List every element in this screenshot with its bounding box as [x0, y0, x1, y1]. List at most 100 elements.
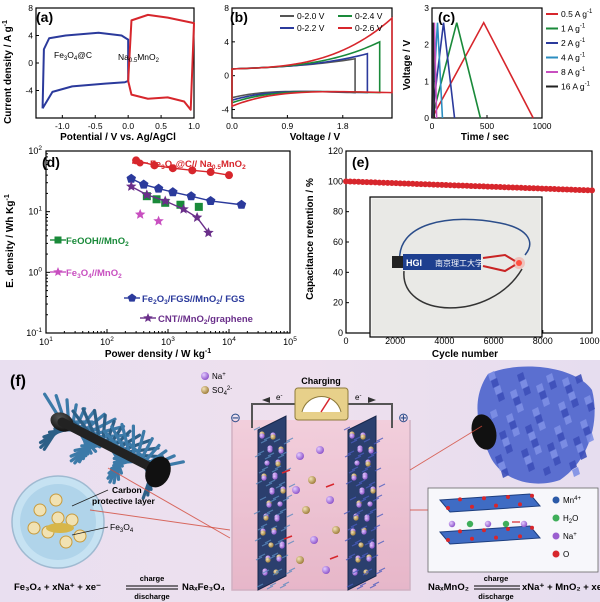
x-tick-label: 0 — [430, 121, 435, 131]
fe3o4-particle — [27, 521, 41, 535]
cv-curve — [41, 31, 130, 109]
fe3o4-particle — [51, 511, 65, 525]
ion-legend-so4: SO42- — [212, 386, 232, 397]
crystal-legend-label: Na+ — [563, 532, 577, 541]
data-point-star — [203, 227, 214, 238]
y-tick-label: 100 — [28, 266, 42, 277]
crystal-legend-label: O — [563, 550, 569, 559]
device-board — [403, 254, 481, 270]
y-tick-label: 2 — [424, 40, 429, 50]
gcd-curve — [431, 20, 534, 119]
panel-b-legend: 0-2.0 V 0-2.2 V 0-2.4 V 0-2.6 V — [280, 11, 383, 33]
fe3o4-particle — [73, 529, 87, 543]
cv-curve — [231, 16, 393, 108]
eq-left-bottom: discharge — [134, 592, 169, 601]
data-point-pentagon — [236, 199, 247, 209]
data-point-star — [153, 215, 164, 226]
schematic-panel-f: (f) Carbon protective layer Fe3O4 Chargin… — [0, 360, 600, 602]
y-tick-label: 8 — [28, 3, 33, 13]
electrode-plate — [347, 415, 377, 591]
retention-point — [589, 187, 595, 194]
fe3o4-particle — [49, 493, 63, 507]
crystal-legend-dot — [552, 550, 560, 558]
x-tick-label: 0 — [343, 336, 348, 346]
crystal-legend-label: H2O — [563, 514, 578, 525]
y-tick-label: 101 — [28, 206, 42, 217]
x-tick-label: 2000 — [385, 336, 405, 346]
nanorod — [84, 417, 117, 436]
mno2-nanosheets — [477, 366, 595, 484]
data-point-star — [126, 181, 137, 191]
data-point-pentagon — [153, 183, 164, 193]
panel-e-ylabel: Capacitance retention / % — [305, 178, 316, 300]
panel-d-plot: 101 102 103 104 105 10-1 100 101 102 — [26, 145, 297, 347]
device-label: HGI — [406, 258, 422, 268]
panel-c-label: (c) — [438, 9, 455, 25]
so4-ion — [296, 556, 304, 564]
data-point-circle — [206, 168, 215, 177]
y-tick-label: 80 — [333, 207, 343, 217]
eq-right-bottom: discharge — [478, 592, 513, 601]
panel-a-plot: -1.0 -0.5 0.0 0.5 1.0 -4 0 4 8 — [25, 3, 200, 131]
device-school-text: 南京理工大学 — [435, 258, 483, 268]
mno2-brush-illustration — [471, 366, 595, 484]
x-tick-label: 0.0 — [122, 121, 134, 131]
y-tick-label: 120 — [328, 146, 343, 156]
data-point-pentagon — [139, 179, 149, 189]
legend-b-item: 0-2.2 V — [297, 23, 325, 33]
x-tick-label: 104 — [222, 336, 236, 347]
crystal-legend-dot — [552, 496, 560, 504]
y-tick-label: 102 — [28, 145, 42, 156]
data-point-circle — [188, 166, 197, 175]
y-tick-label: 4 — [28, 31, 33, 41]
na-ion — [322, 566, 330, 574]
panel-c-ylabel: Voltage / V — [402, 39, 413, 90]
left-electrode — [253, 415, 296, 591]
electron-left: e- — [276, 393, 282, 402]
y-tick-label: 0 — [424, 113, 429, 123]
ion-arrow — [325, 483, 335, 488]
fe3o4-particle — [33, 503, 47, 517]
data-point-star — [178, 203, 189, 214]
legend-d-item: Fe3O4@C// Na0.5MnO2 — [150, 159, 246, 171]
x-tick-label: 105 — [283, 336, 297, 347]
legend-c-item: 4 A g-1 — [561, 53, 586, 63]
equation-right: NaₓMnO₂ charge discharge xNa⁺ + MnO₂ + x… — [428, 574, 600, 601]
external-circuit: Charging e- e- ⊖ ⊕ — [230, 376, 409, 428]
chart-panel-d: (d) 101 102 103 104 105 10-1 100 101 102 Power d… — [4, 145, 297, 360]
panel-d-xlabel: Power density / W kg-1 — [105, 348, 211, 360]
so4-ion — [332, 526, 340, 534]
equation-left: Fe₃O₄ + xNa⁺ + xe⁻ charge discharge NaₓF… — [14, 574, 225, 601]
ion-arrow — [329, 555, 339, 560]
chart-panel-a: (a) -1.0 -0.5 0.0 0.5 1.0 -4 0 4 8 Potential / V… — [2, 3, 200, 143]
fe3o4-label: Fe3O4 — [110, 522, 134, 534]
panel-d-label: (d) — [42, 154, 60, 170]
ion-legend: Na+ SO42- — [201, 372, 232, 397]
na-ion — [310, 536, 318, 544]
data-point-star — [160, 195, 171, 206]
panel-c-xlabel: Time / sec — [461, 132, 510, 143]
y-tick-label: 0 — [338, 328, 343, 338]
eq-right-top: charge — [484, 574, 509, 583]
electron-right: e- — [355, 393, 361, 402]
y-tick-label: 1 — [424, 76, 429, 86]
legend-b-item: 0-2.6 V — [355, 23, 383, 33]
x-tick-label: 1.0 — [188, 121, 200, 131]
legend-d-item: Fe2O3/FGS//MnO2/ FGS — [142, 294, 245, 306]
data-point-star — [191, 212, 203, 222]
x-tick-label: -0.5 — [88, 121, 103, 131]
fe3o4-core — [46, 523, 74, 533]
na-ion — [326, 496, 334, 504]
x-tick-label: 6000 — [484, 336, 504, 346]
panel-b-label: (b) — [230, 9, 248, 25]
y-tick-label: -4 — [25, 86, 33, 96]
x-tick-label: 0.9 — [281, 121, 293, 131]
chart-panel-b: (b) 0.0 0.9 1.8 -4 0 4 8 Voltage / V 0-2.0 V 0… — [221, 3, 393, 143]
y-tick-label: 8 — [224, 3, 229, 13]
x-tick-label: -1.0 — [55, 121, 70, 131]
ion-arrow — [283, 535, 293, 540]
legend-c-item: 16 A g-1 — [561, 82, 591, 92]
